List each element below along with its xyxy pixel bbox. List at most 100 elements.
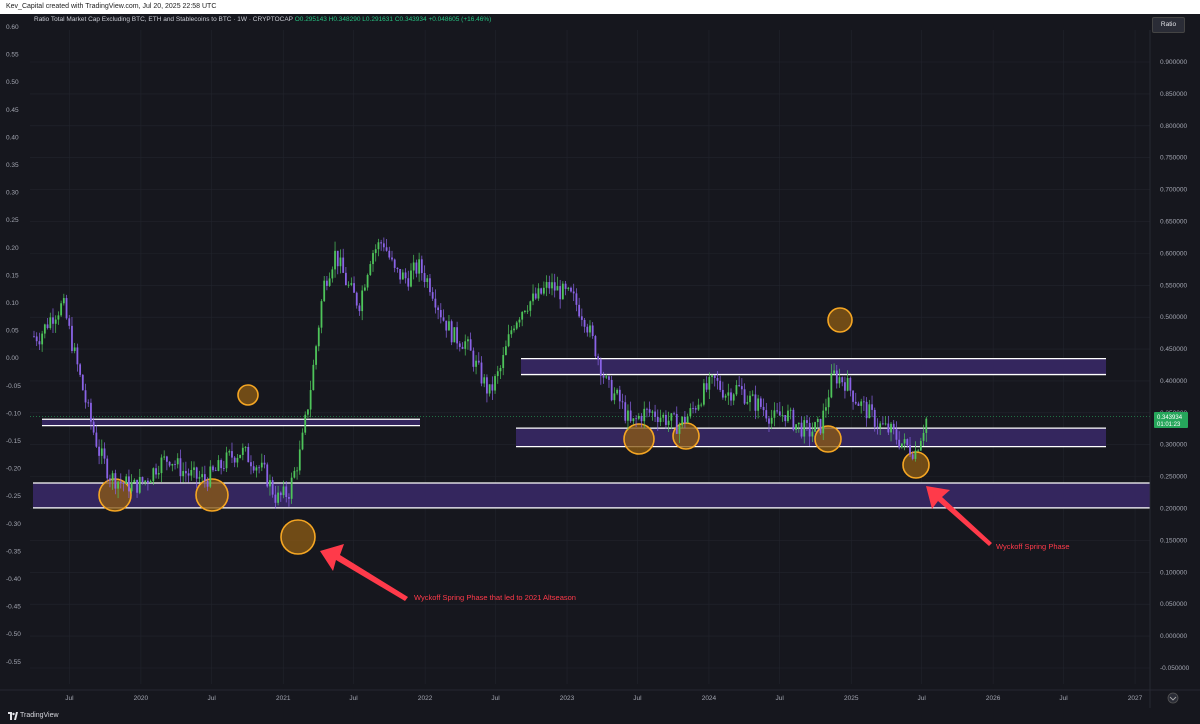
candle-body — [119, 481, 122, 483]
candle-body — [608, 376, 610, 380]
candle-body — [217, 460, 220, 471]
candle-body — [401, 272, 404, 280]
axes: 0.900000 0.850000 0.800000 0.750000 0.700000… — [0, 24, 1200, 708]
candle-body — [881, 423, 884, 425]
candle-body — [806, 420, 808, 423]
symbol-description: Ratio Total Market Cap Excluding BTC, ET… — [34, 16, 293, 23]
candle-body — [532, 293, 534, 302]
candle-body — [659, 417, 662, 423]
candle-body — [380, 242, 383, 244]
candle-body — [317, 327, 320, 347]
candle-body — [239, 454, 242, 458]
candle-body — [331, 269, 334, 279]
candle-body — [914, 450, 917, 459]
candle-body — [827, 397, 830, 408]
candle-body — [171, 464, 174, 466]
candle-body — [534, 293, 537, 299]
candle-body — [168, 461, 171, 466]
candle-body — [740, 386, 743, 390]
candle-body — [475, 360, 477, 367]
candle-body — [732, 394, 735, 401]
candle-body — [553, 282, 556, 291]
candle-body — [228, 451, 231, 453]
candle-body — [106, 458, 109, 479]
candle-body — [857, 403, 860, 406]
candle-body — [304, 414, 307, 433]
candle-body — [410, 270, 412, 287]
candle-body — [388, 250, 391, 258]
candle-body — [721, 389, 724, 398]
candle-body — [448, 321, 450, 331]
candle-body — [694, 408, 697, 410]
zone-fill — [42, 419, 420, 426]
candle-body — [250, 462, 252, 467]
right-axis-label: 0.600000 — [1160, 250, 1187, 257]
candle-body — [445, 320, 448, 331]
candle-body — [768, 418, 770, 424]
right-axis-label: 0.550000 — [1160, 282, 1187, 289]
candle-body — [374, 249, 377, 253]
candle-body — [241, 447, 244, 455]
candle-body — [179, 458, 182, 477]
right-axis-label: 0.050000 — [1160, 601, 1187, 608]
candle-body — [95, 432, 98, 447]
candle-body — [477, 360, 480, 363]
candle-body — [350, 283, 353, 285]
candle-body — [100, 448, 103, 456]
candle-body — [418, 259, 421, 274]
candle-body — [84, 390, 87, 403]
tradingview-logo-icon — [8, 712, 18, 720]
candle-body — [895, 429, 898, 440]
candle-body — [800, 422, 803, 437]
x-axis-label: Jul — [349, 695, 358, 702]
candle-body — [494, 376, 496, 391]
candle-body — [35, 336, 38, 342]
candle-body — [222, 468, 225, 469]
candle-body — [111, 473, 114, 481]
candle-body — [81, 374, 84, 391]
candle-body — [263, 462, 266, 465]
candle-body — [863, 401, 865, 403]
candle-body — [529, 301, 532, 311]
candle-body — [269, 480, 271, 487]
candle-body — [90, 402, 92, 422]
candle-body — [486, 377, 488, 394]
candle-body — [198, 477, 201, 479]
x-axis-label: 2020 — [134, 695, 149, 702]
candle-body — [743, 389, 746, 404]
candle-body — [220, 460, 223, 469]
candle-body — [480, 362, 483, 384]
annotation-2021-spring: Wyckoff Spring Phase that led to 2021 Al… — [414, 593, 576, 602]
candle-body — [559, 286, 562, 300]
candle-body — [754, 394, 757, 411]
left-axis-label: -0.20 — [6, 466, 21, 473]
candle-body — [109, 478, 111, 481]
candle-body — [274, 494, 277, 503]
go-to-realtime-icon[interactable] — [1167, 692, 1179, 704]
candle-body — [730, 392, 732, 401]
candle-body — [570, 287, 572, 292]
candle-body — [610, 379, 613, 401]
x-axis-label: Jul — [633, 695, 642, 702]
candle-body — [616, 389, 619, 394]
candle-body — [315, 346, 317, 365]
candle-body — [461, 346, 464, 349]
price-chart[interactable]: Wyckoff Spring Phase that led to 2021 Al… — [0, 0, 1200, 708]
candle-body — [564, 283, 567, 289]
candle-body — [876, 426, 879, 428]
candle-body — [117, 481, 119, 489]
candle-body — [165, 456, 168, 462]
left-axis-label: -0.55 — [6, 659, 21, 666]
candle-body — [770, 417, 773, 424]
candle-series — [33, 237, 928, 509]
annotations: Wyckoff Spring Phase that led to 2021 Al… — [320, 486, 1070, 602]
right-axis-label: 0.000000 — [1160, 633, 1187, 640]
left-axis-label: 0.55 — [6, 52, 19, 59]
last-price-tag: 0.343934 01:01:23 — [1154, 412, 1188, 428]
right-axis-label: 0.300000 — [1160, 442, 1187, 449]
candle-body — [521, 312, 524, 320]
candle-body — [377, 242, 380, 250]
candle-body — [160, 457, 163, 474]
candle-body — [46, 324, 49, 329]
scale-mode-button[interactable]: Ratio — [1152, 17, 1185, 33]
